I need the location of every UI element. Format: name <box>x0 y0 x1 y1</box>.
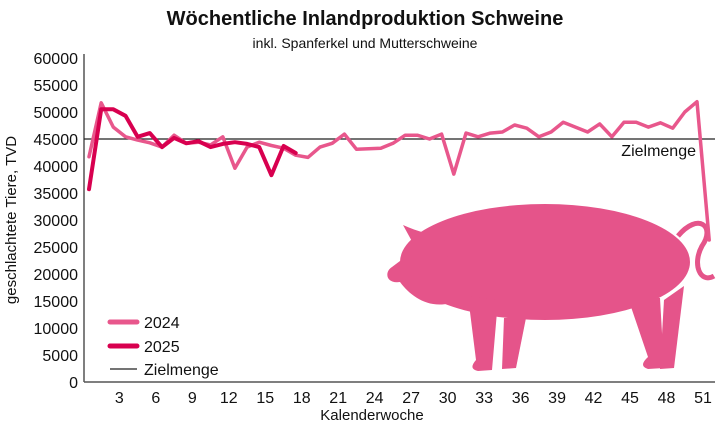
y-tick-label: 20000 <box>34 267 79 284</box>
x-tick-label: 15 <box>256 390 274 407</box>
y-tick-label: 40000 <box>34 159 79 176</box>
y-tick-label: 25000 <box>34 240 79 257</box>
x-tick-label: 33 <box>475 390 493 407</box>
x-tick-label: 24 <box>366 390 384 407</box>
y-axis-label: geschlachtete Tiere, TVD <box>3 136 20 304</box>
x-tick-label: 18 <box>293 390 311 407</box>
x-tick-label: 6 <box>151 390 160 407</box>
y-tick-label: 55000 <box>34 78 79 95</box>
series-line-2025 <box>89 109 296 189</box>
legend-label: 2024 <box>144 315 180 332</box>
pig-rear-leg <box>660 286 684 369</box>
x-tick-label: 36 <box>512 390 530 407</box>
y-tick-label: 30000 <box>34 213 79 230</box>
x-tick-label: 21 <box>329 390 347 407</box>
y-tick-label: 45000 <box>34 132 79 149</box>
x-tick-label: 9 <box>188 390 197 407</box>
y-tick-label: 0 <box>69 375 78 392</box>
legend-label: 2025 <box>144 339 180 356</box>
x-tick-label: 42 <box>585 390 603 407</box>
x-tick-label: 27 <box>402 390 420 407</box>
y-tick-label: 60000 <box>34 51 79 68</box>
x-tick-label: 51 <box>694 390 712 407</box>
legend-label: Zielmenge <box>144 362 219 379</box>
pig-front-leg <box>502 318 526 369</box>
x-tick-label: 48 <box>658 390 676 407</box>
chart-subtitle: inkl. Spanferkel und Mutterschweine <box>253 35 478 51</box>
reference-line-label: Zielmenge <box>621 143 696 160</box>
chart-title: Wöchentliche Inlandproduktion Schweine <box>167 8 564 30</box>
x-tick-label: 30 <box>439 390 457 407</box>
x-axis-label: Kalenderwoche <box>320 407 423 424</box>
y-tick-label: 50000 <box>34 105 79 122</box>
pig-illustration <box>387 204 714 371</box>
y-tick-label: 5000 <box>42 348 78 365</box>
y-tick-label: 35000 <box>34 186 79 203</box>
x-tick-label: 45 <box>621 390 639 407</box>
y-tick-label: 15000 <box>34 294 79 311</box>
legend: 2024 2025 Zielmenge <box>110 315 219 379</box>
x-tick-label: 3 <box>115 390 124 407</box>
x-tick-label: 39 <box>548 390 566 407</box>
pig-front-leg <box>468 296 498 371</box>
y-tick-label: 10000 <box>34 321 79 338</box>
pig-rear-leg <box>628 298 664 369</box>
x-tick-label: 12 <box>220 390 238 407</box>
